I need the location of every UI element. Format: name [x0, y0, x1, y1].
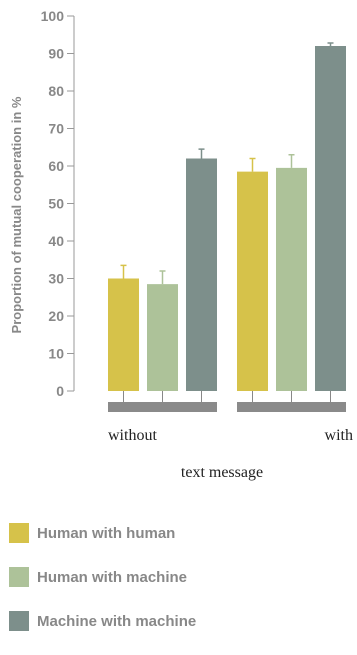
y-tick-label: 60 — [48, 158, 64, 174]
legend-item: Machine with machine — [9, 611, 196, 631]
y-tick-label: 100 — [41, 8, 65, 24]
y-tick-label: 20 — [48, 308, 64, 324]
y-tick-label: 10 — [48, 346, 64, 362]
y-axis-title: Proportion of mutual cooperation in % — [9, 96, 24, 333]
y-tick-label: 80 — [48, 83, 64, 99]
bar — [276, 167, 307, 391]
bar — [147, 284, 178, 391]
x-axis: without with — [108, 391, 353, 444]
bar-chart: 0 10 20 30 40 50 60 70 80 90 100 without with Propo… — [9, 8, 353, 481]
y-tick-label: 90 — [48, 46, 64, 62]
bars — [108, 42, 346, 391]
y-axis: 0 10 20 30 40 50 60 70 80 90 100 — [41, 8, 75, 399]
legend-label: Human with human — [37, 524, 176, 542]
legend-swatch — [9, 567, 29, 587]
y-tick-label: 0 — [56, 383, 64, 399]
group-bracket — [237, 402, 346, 412]
x-axis-title: text message — [181, 464, 263, 481]
group-bracket — [108, 402, 217, 412]
category-label: with — [325, 427, 353, 444]
legend-label: Human with machine — [37, 568, 188, 586]
y-tick-label: 40 — [48, 233, 64, 249]
legend: Human with human Human with machine Machin… — [9, 523, 196, 655]
legend-swatch — [9, 611, 29, 631]
legend-item: Human with machine — [9, 567, 196, 587]
y-tick-label: 70 — [48, 121, 64, 137]
bar — [315, 46, 346, 391]
bar — [108, 278, 139, 391]
legend-label: Machine with machine — [37, 612, 197, 630]
bar — [186, 158, 217, 391]
y-tick-label: 50 — [48, 196, 64, 212]
legend-item: Human with human — [9, 523, 196, 543]
category-label: without — [108, 427, 157, 444]
y-tick-label: 30 — [48, 271, 64, 287]
legend-swatch — [9, 523, 29, 543]
bar — [237, 171, 268, 391]
